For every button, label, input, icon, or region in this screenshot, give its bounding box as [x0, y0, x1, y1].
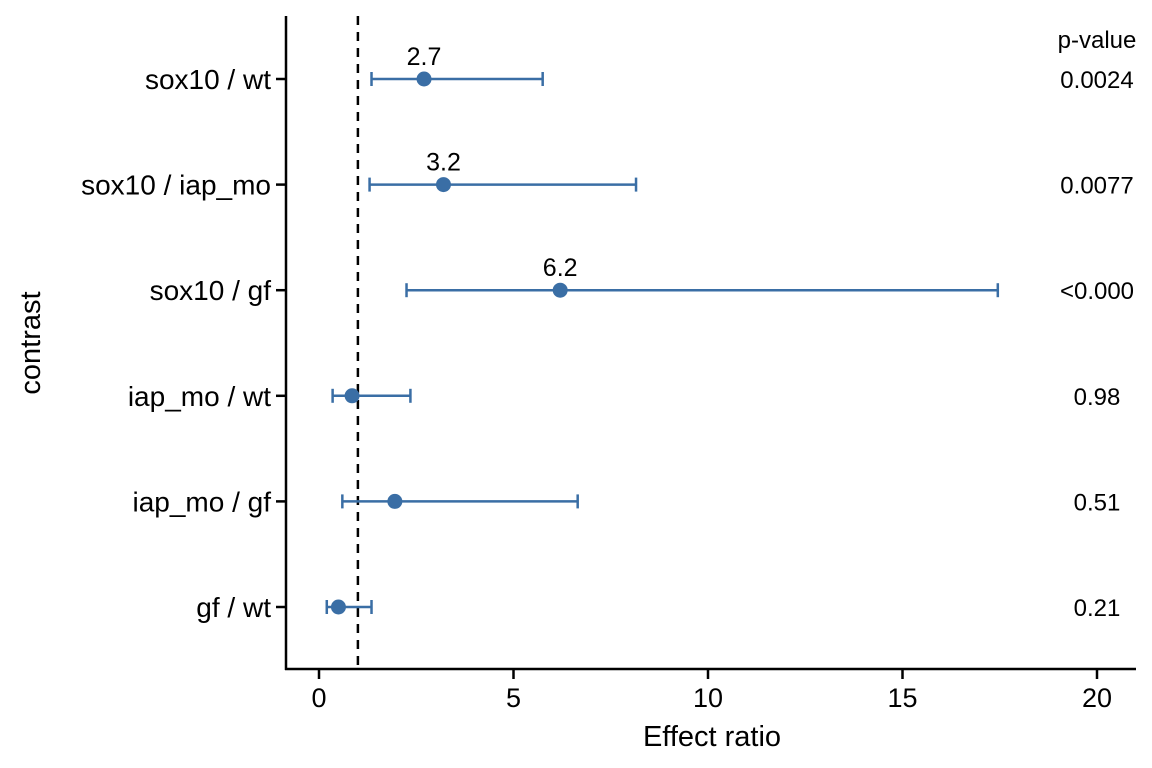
estimate-point [416, 71, 432, 87]
estimate-label: 3.2 [426, 149, 461, 177]
y-tick-label: gf / wt [196, 592, 271, 623]
estimate-point [552, 282, 568, 298]
x-axis: 0 5 10 15 20 [285, 667, 1136, 713]
p-value-header: p-value [1058, 27, 1137, 54]
y-tick-label: sox10 / wt [145, 64, 271, 95]
p-value-label: 0.21 [1074, 595, 1121, 622]
estimate-label: 6.2 [543, 254, 578, 282]
x-tick-label: 15 [887, 683, 917, 713]
estimate-point [344, 388, 360, 404]
p-value-label: 0.0024 [1060, 67, 1133, 94]
y-axis-label: contrast [15, 291, 47, 394]
y-tick-label: iap_mo / wt [128, 381, 271, 412]
p-value-label: 0.0077 [1060, 173, 1133, 200]
x-axis-label: Effect ratio [643, 721, 781, 753]
p-value-label: <0.000 [1060, 278, 1134, 305]
x-tick-label: 0 [311, 683, 326, 713]
y-tick-label: sox10 / iap_mo [81, 170, 271, 201]
estimate-point [330, 599, 346, 615]
x-tick-label: 5 [506, 683, 521, 713]
y-axis: sox10 / wt sox10 / iap_mo sox10 / gf iap_mo… [81, 16, 288, 670]
y-tick-label: iap_mo / gf [132, 486, 271, 517]
x-tick-label: 20 [1082, 683, 1112, 713]
p-value-label: 0.51 [1074, 489, 1121, 516]
estimate-label: 2.7 [407, 43, 442, 71]
plot-rows: 2.7 0.0024 3.2 0.0077 6.2 <0.000 0.98 0.51 0.21 [325, 16, 1134, 669]
x-tick-label: 10 [693, 683, 723, 713]
y-tick-label: sox10 / gf [150, 275, 272, 306]
estimate-point [387, 493, 403, 509]
p-value-label: 0.98 [1074, 384, 1121, 411]
estimate-point [435, 177, 451, 193]
